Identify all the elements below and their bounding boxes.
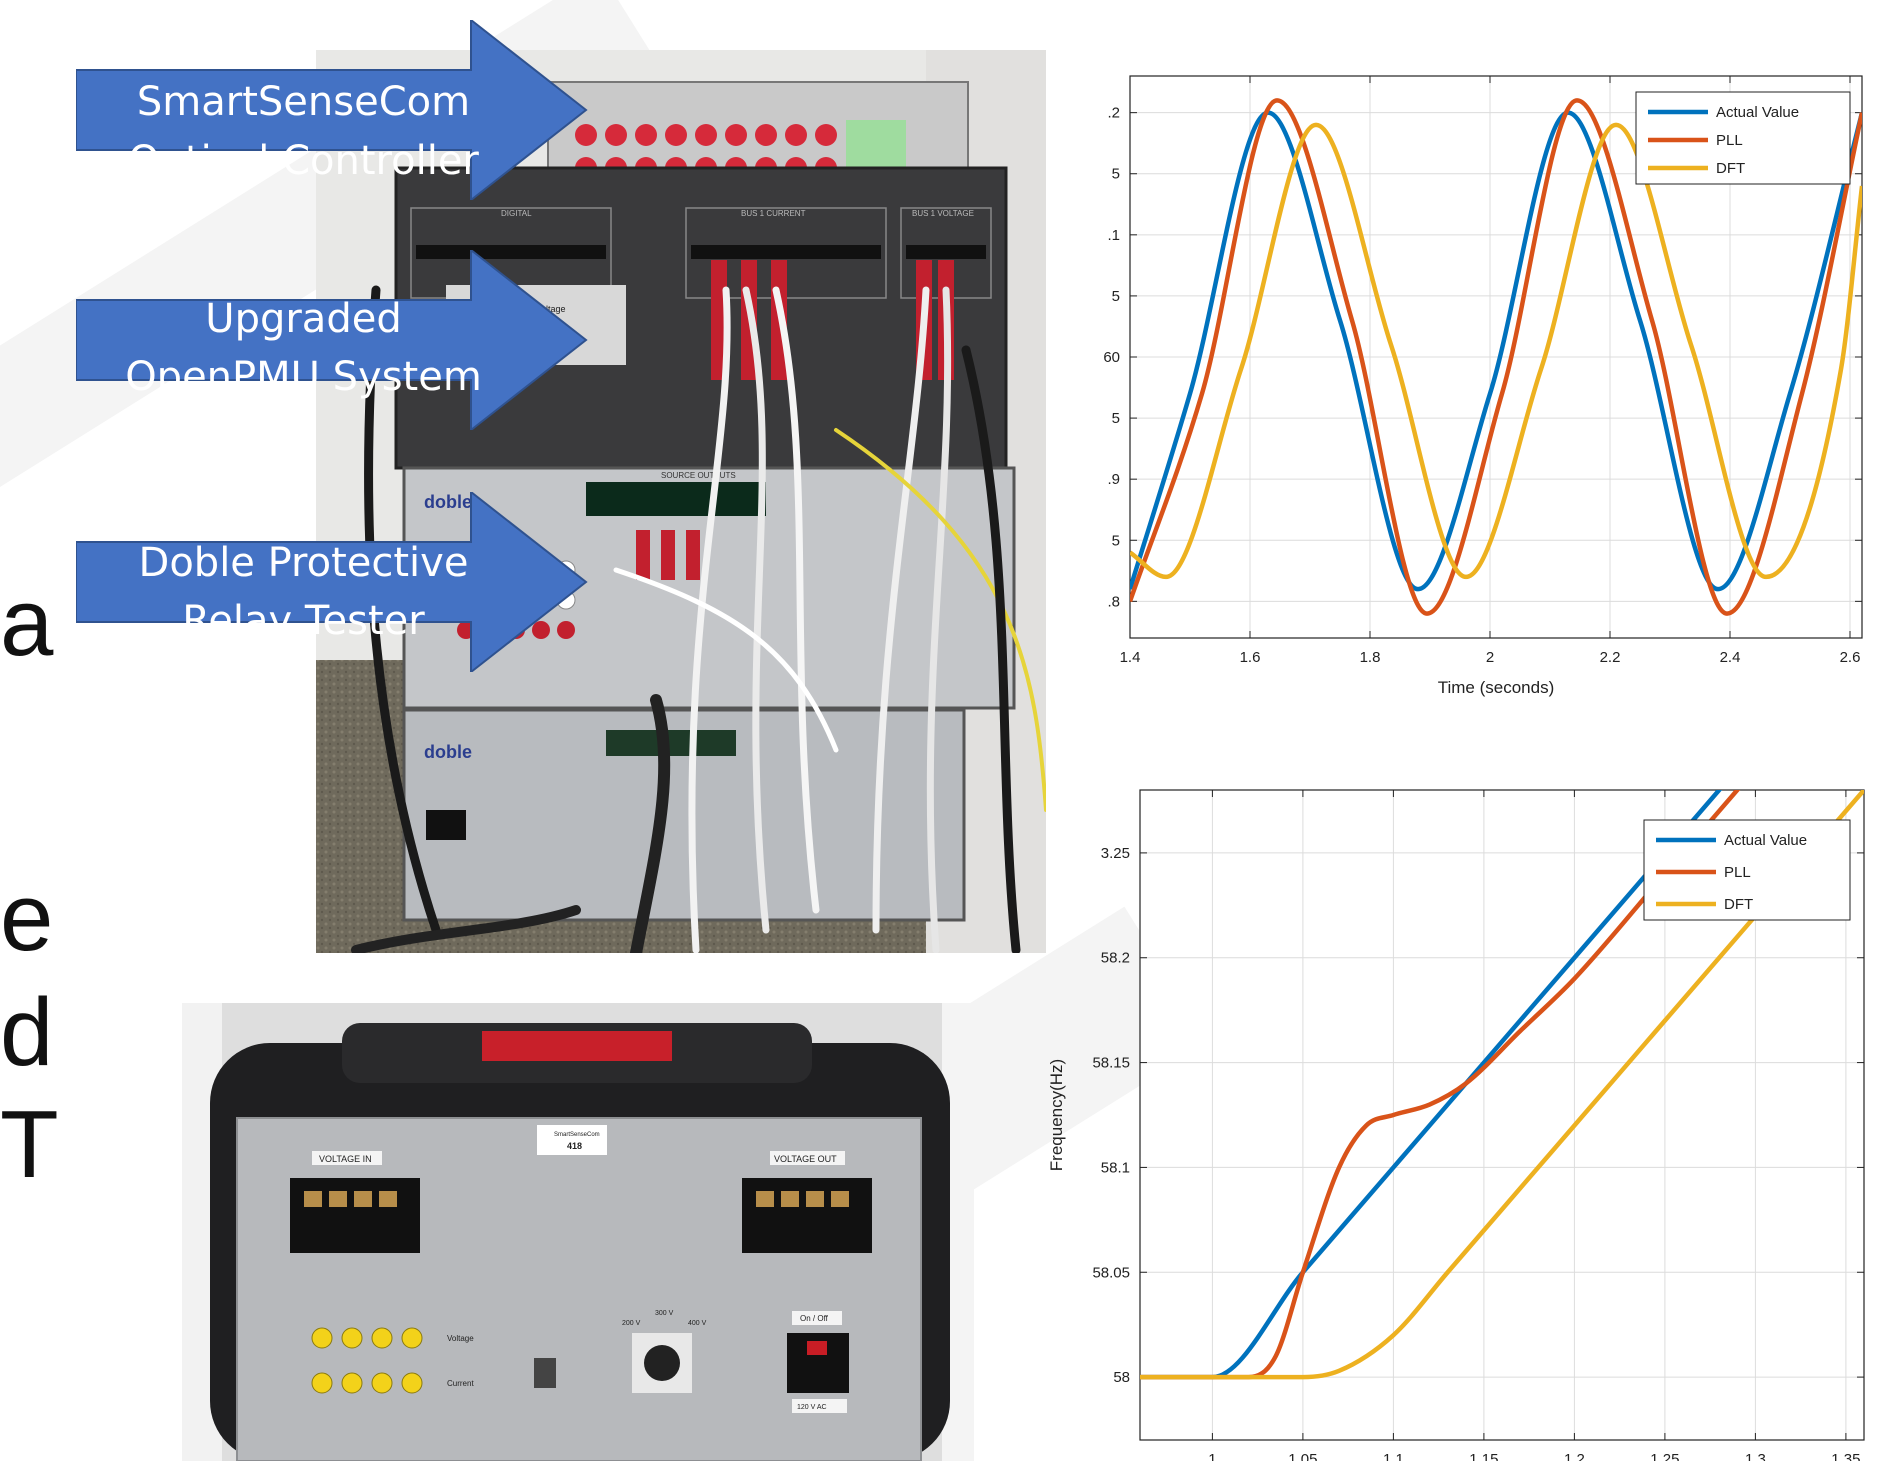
plot-frame [1129, 75, 1863, 639]
x-tick-label: 1.2 [1564, 1451, 1585, 1461]
y-tick-label: 58 [1113, 1369, 1130, 1386]
switch-label-400v: 400 V [688, 1320, 707, 1327]
x-tick-label: 2.4 [1720, 649, 1741, 666]
y-tick-label: .9 [1107, 471, 1120, 488]
enclosure-label-voltage-out: VOLTAGE OUT [774, 1154, 837, 1164]
legend-entry: PLL [1716, 132, 1743, 149]
y-tick-label: 5 [1112, 410, 1120, 427]
time-domain-chart: 1.4 1.6 1.8 2 2.2 2.4 2.6 .8 5 .9 5 60 5 .1 5 .2 Time (s… [1070, 60, 1870, 720]
cut-letter-a: a [0, 569, 54, 676]
y-tick-label: .8 [1107, 593, 1120, 610]
doble-logo-1: doble [424, 492, 472, 512]
doble-logo-2: doble [424, 742, 472, 762]
enclosure-label-120vac: 120 V AC [797, 1404, 827, 1411]
legend-entry: DFT [1716, 160, 1745, 177]
enclosure-photo: VOLTAGE IN VOLTAGE OUT SmartSenseCom 418… [182, 1003, 974, 1461]
y-tick-label: 3.25 [1101, 845, 1130, 862]
x-tick-label: 1.35 [1831, 1451, 1860, 1461]
legend-entry: PLL [1724, 864, 1751, 881]
x-tick-label: 1 [1208, 1451, 1216, 1461]
cut-letter-T: T [0, 1091, 59, 1198]
y-tick-label: 5 [1112, 532, 1120, 549]
arrow-shape [76, 492, 588, 672]
cut-letter-e: e [0, 864, 54, 971]
panel-label-bus-current: BUS 1 CURRENT [741, 209, 806, 218]
y-tick-label: 60 [1103, 349, 1120, 366]
enclosure-label-voltage-in: VOLTAGE IN [319, 1154, 372, 1164]
series-line-pll [1130, 98, 1862, 616]
x-tick-label: 1.05 [1288, 1451, 1317, 1461]
y-tick-label: 5 [1112, 166, 1120, 183]
legend-entry: Actual Value [1724, 832, 1807, 849]
series-line-actual-value [1130, 110, 1862, 592]
x-tick-label: 2.2 [1600, 649, 1621, 666]
arrow-label-line1: Doble Protective [138, 540, 469, 586]
x-tick-label: 1.4 [1120, 649, 1141, 666]
y-tick-label: .2 [1107, 105, 1120, 122]
x-tick-label: 2 [1486, 649, 1494, 666]
y-tick-label: 58.2 [1101, 950, 1130, 967]
enclosure-label-on-off: On / Off [800, 1314, 829, 1323]
x-tick-label: 2.6 [1840, 649, 1861, 666]
y-tick-label: 58.05 [1092, 1264, 1130, 1281]
arrow-shape [76, 20, 588, 200]
switch-label-200v: 200 V [622, 1320, 641, 1327]
enclosure-label-brand: SmartSenseCom [554, 1132, 600, 1138]
arrow-label-optical-controller: SmartSenseCom Optical Controller [76, 20, 596, 200]
enclosure-label-voltage: Voltage [447, 1334, 474, 1343]
cut-letter-d: d [0, 979, 54, 1086]
x-axis-label: Time (seconds) [1438, 678, 1555, 697]
panel-label-digital: DIGITAL [501, 209, 532, 218]
arrow-label-doble-tester: Doble Protective Relay Tester [76, 492, 596, 672]
x-tick-label: 1.8 [1360, 649, 1381, 666]
x-tick-label: 1.6 [1240, 649, 1261, 666]
panel-label-bus-voltage: BUS 1 VOLTAGE [912, 209, 974, 218]
x-tick-label: 1.15 [1469, 1451, 1498, 1461]
arrow-label-line2: Relay Tester [182, 598, 425, 644]
series-line-dft [1130, 122, 1862, 580]
arrow-shape [76, 250, 588, 430]
arrow-label-line1: Upgraded [205, 296, 402, 342]
y-axis-label: Frequency(Hz) [1047, 1059, 1066, 1171]
equipment-rack-photo: DIGITAL BUS 1 CURRENT BUS 1 VOLTAGE CAUT… [316, 50, 1046, 953]
panel-label-source-outputs: SOURCE OUTPUTS [661, 471, 736, 480]
x-tick-label: 1.3 [1745, 1451, 1766, 1461]
y-tick-label: .1 [1107, 227, 1120, 244]
legend-entry: Actual Value [1716, 104, 1799, 121]
y-tick-label: 58.15 [1092, 1055, 1130, 1072]
y-tick-label: 58.1 [1101, 1159, 1130, 1176]
arrow-label-openpmu: Upgraded OpenPMU System [76, 250, 596, 430]
arrow-label-line1: SmartSenseCom [136, 79, 471, 125]
series-line-actual-value [1140, 790, 1723, 1380]
plot-frame [1139, 789, 1865, 1441]
arrow-label-line2: OpenPMU System [125, 354, 482, 400]
switch-label-300v: 300 V [655, 1310, 674, 1317]
enclosure-label-current: Current [447, 1379, 474, 1388]
legend-entry: DFT [1724, 896, 1753, 913]
arrow-label-line2: Optical Controller [128, 138, 479, 184]
x-tick-label: 1.25 [1650, 1451, 1679, 1461]
y-tick-label: 5 [1112, 288, 1120, 305]
enclosure-label-number: 418 [567, 1141, 582, 1151]
frequency-chart: 1 1.05 1.1 1.15 1.2 1.25 1.3 1.35 58 58.05 58.1 58.… [1040, 780, 1870, 1466]
x-tick-label: 1.1 [1383, 1451, 1404, 1461]
series-line-dft [1140, 790, 1864, 1380]
